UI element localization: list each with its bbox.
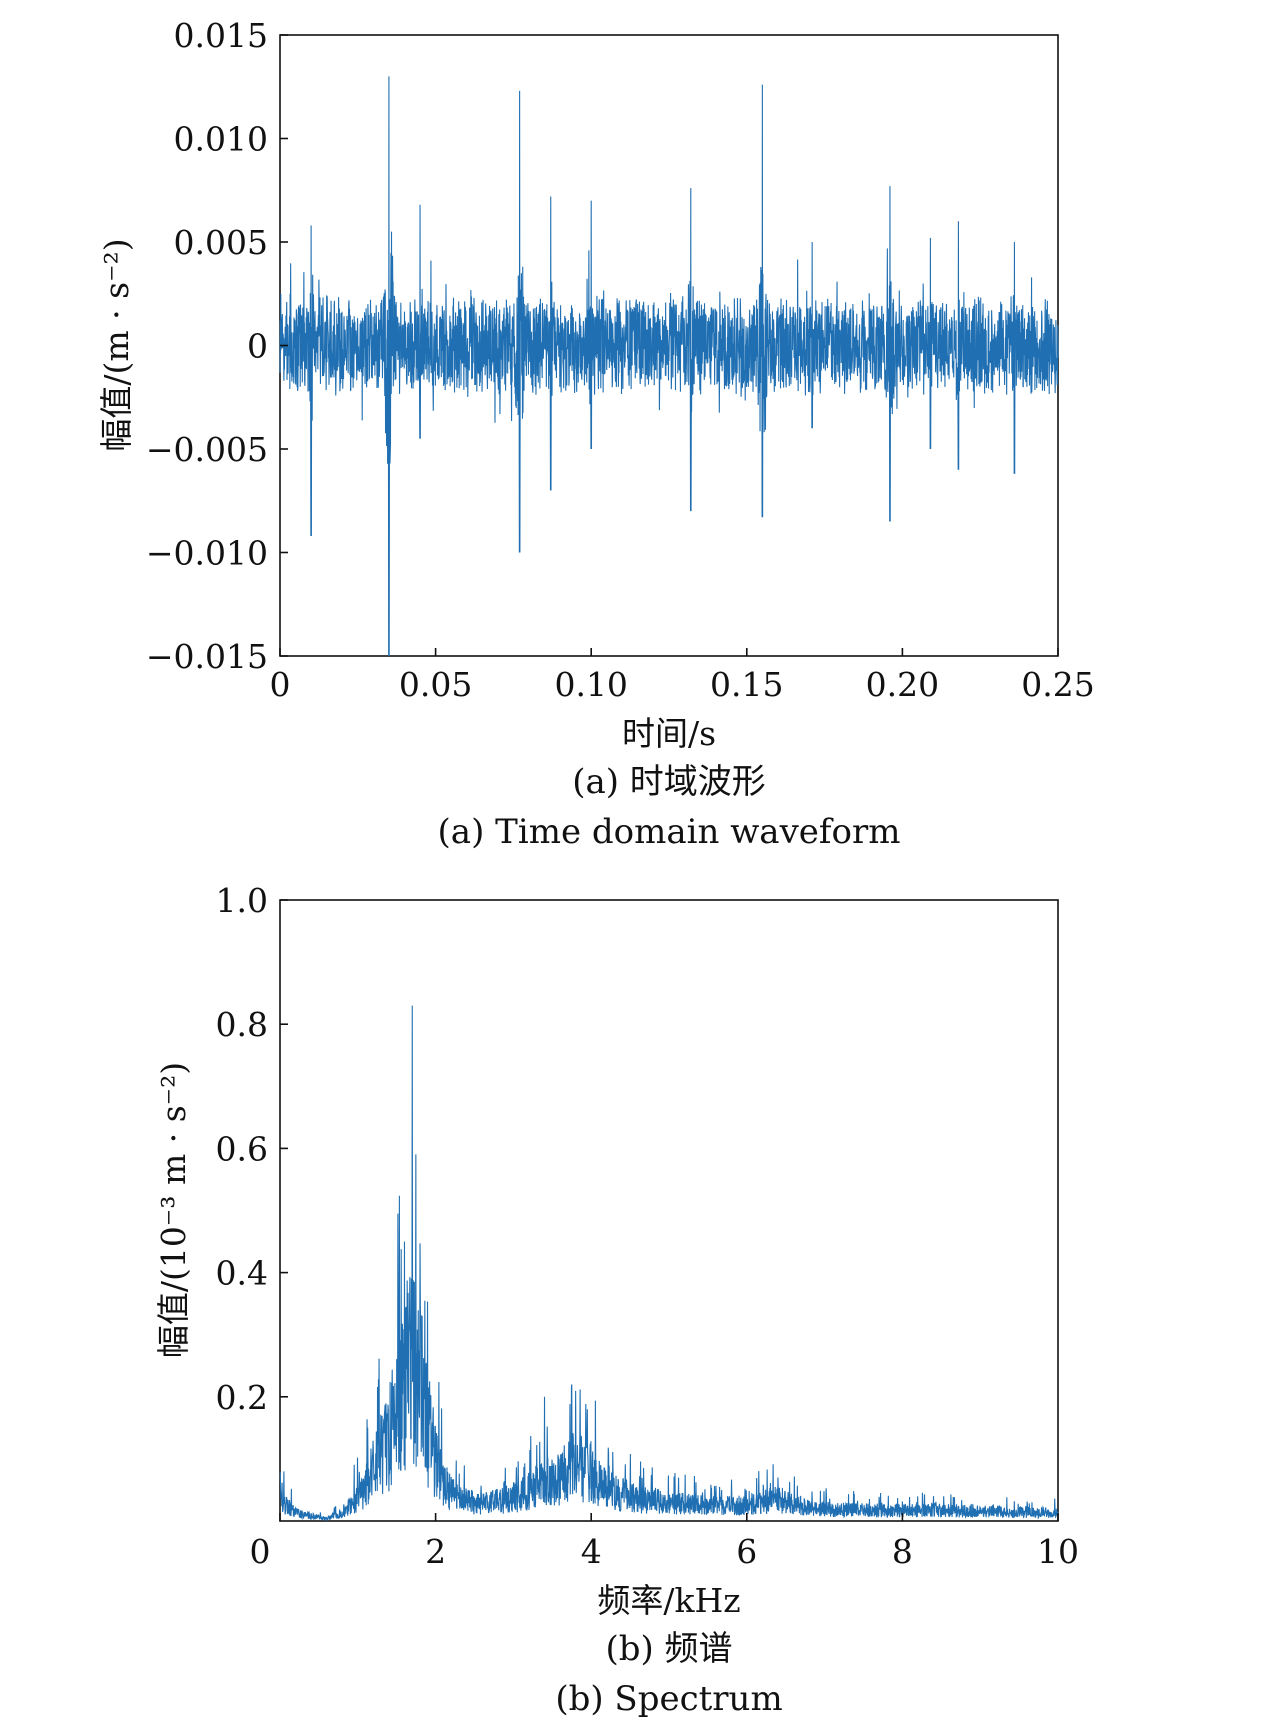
caption-en-a: (a) Time domain waveform bbox=[438, 812, 901, 852]
y-tick-label-b-3: 0.4 bbox=[216, 1254, 268, 1293]
y-tick-label-a-2: 0.005 bbox=[174, 223, 268, 262]
y-axis-title-b: 幅值/(10⁻³ m · s⁻²) bbox=[154, 1062, 193, 1358]
caption-en-b: (b) Spectrum bbox=[555, 1679, 782, 1719]
spectrum-plot-area bbox=[279, 1005, 1059, 1522]
x-axis-title-a: 时间/s bbox=[622, 714, 716, 753]
x-axis-title-b: 频率/kHz bbox=[597, 1581, 740, 1620]
x-tick-label-a-1: 0.05 bbox=[399, 665, 472, 704]
y-tick-label-a-6: −0.015 bbox=[146, 637, 268, 676]
axis-ticks-a bbox=[279, 34, 1059, 657]
y-tick-label-b-2: 0.6 bbox=[216, 1129, 268, 1168]
x-tick-label-a-4: 0.20 bbox=[866, 665, 939, 704]
caption-cn-b: (b) 频谱 bbox=[605, 1629, 732, 1669]
caption-cn-a: (a) 时域波形 bbox=[572, 762, 766, 802]
y-tick-label-b-0: 1.0 bbox=[216, 881, 268, 920]
x-tick-label-b-0: 0 bbox=[250, 1532, 271, 1571]
x-tick-label-b-4: 8 bbox=[892, 1532, 913, 1571]
x-tick-label-b-1: 2 bbox=[425, 1532, 446, 1571]
x-tick-label-b-2: 4 bbox=[581, 1532, 602, 1571]
x-tick-label-a-5: 0.25 bbox=[1021, 665, 1094, 704]
y-tick-label-a-4: −0.005 bbox=[146, 430, 268, 469]
x-tick-label-b-5: 10 bbox=[1037, 1532, 1079, 1571]
x-tick-label-a-3: 0.15 bbox=[710, 665, 783, 704]
y-axis-title-a: 幅值/(m · s⁻²) bbox=[97, 238, 136, 451]
y-tick-label-a-1: 0.010 bbox=[174, 120, 268, 159]
spectrum-chart: 0 2 4 6 8 10 1.0 0.8 0.6 0.4 0.2 频率/kHz … bbox=[154, 881, 1079, 1719]
y-tick-label-a-5: −0.010 bbox=[146, 534, 268, 573]
y-tick-label-a-3: 0 bbox=[247, 327, 268, 366]
x-tick-label-b-3: 6 bbox=[736, 1532, 757, 1571]
y-tick-label-a-0: 0.015 bbox=[174, 16, 268, 55]
waveform-series-line bbox=[279, 76, 1059, 657]
axis-ticks-b bbox=[279, 899, 1059, 1521]
x-tick-label-a-2: 0.10 bbox=[554, 665, 627, 704]
x-tick-label-a-0: 0 bbox=[270, 665, 291, 704]
y-tick-label-b-4: 0.2 bbox=[216, 1378, 268, 1417]
y-tick-label-b-1: 0.8 bbox=[216, 1005, 268, 1044]
spectrum-series-line bbox=[279, 1005, 1059, 1522]
waveform-plot-area bbox=[279, 76, 1059, 657]
plot-frame-b bbox=[279, 899, 1059, 1522]
time-domain-chart: 0 0.05 0.10 0.15 0.20 0.25 0.015 0.010 0… bbox=[97, 16, 1095, 852]
